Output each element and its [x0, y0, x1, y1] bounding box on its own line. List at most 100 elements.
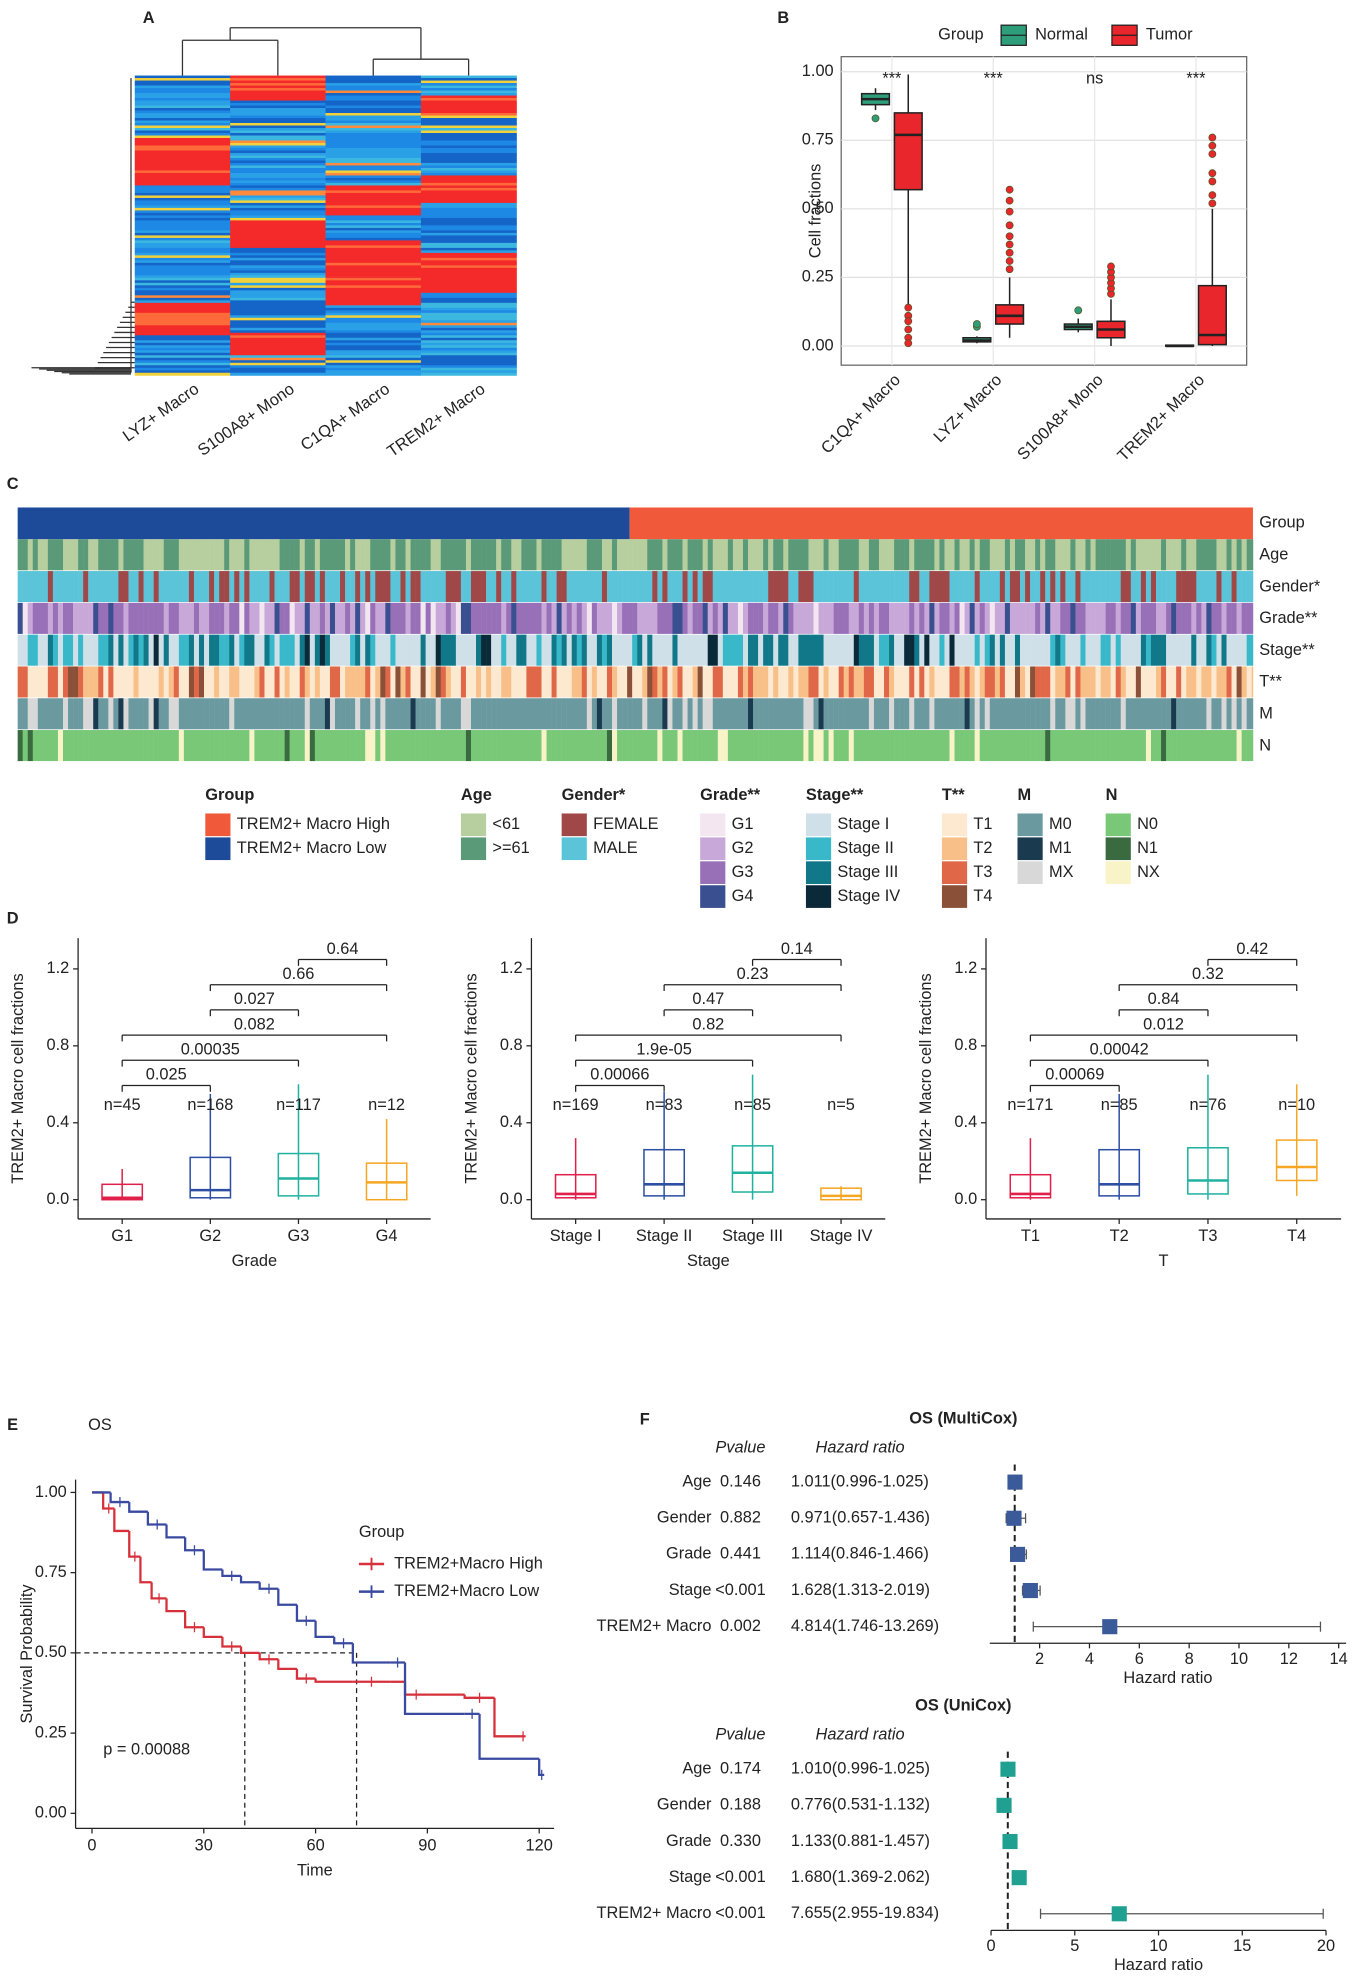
heatmap-cell: [230, 285, 327, 289]
heatmap-cell: [230, 225, 327, 229]
track-cell: [1161, 730, 1167, 762]
track-cell: [1040, 602, 1046, 634]
y-tick-label: 1.2: [47, 959, 70, 977]
hazard-point: [1000, 1761, 1016, 1777]
track-cell: [828, 730, 834, 762]
track-cell: [612, 666, 618, 698]
track-cell: [1080, 634, 1086, 666]
survival-step: [184, 1611, 204, 1629]
heatmap-cell: [325, 350, 422, 354]
track-cell: [586, 539, 593, 571]
track-cell: [606, 539, 613, 571]
track-cell: [702, 730, 708, 762]
x-tick-label: G3: [288, 1227, 310, 1245]
track-cell: [899, 666, 905, 698]
heatmap-cell: [230, 145, 327, 149]
track-cell: [889, 602, 895, 634]
heatmap-cell: [230, 128, 327, 132]
track-cell: [193, 539, 200, 571]
track-cell: [249, 571, 255, 603]
track-cell: [873, 634, 880, 666]
track-cell: [27, 698, 34, 730]
heatmap-cell: [325, 250, 422, 254]
hazard-point: [1009, 1546, 1026, 1562]
track-cell: [858, 698, 865, 730]
track-cell: [299, 666, 306, 698]
track-cell: [52, 730, 59, 762]
track-cell: [1055, 730, 1061, 762]
track-cell: [964, 730, 970, 762]
track-cell: [541, 602, 547, 634]
track-cell: [1196, 666, 1202, 698]
track-cell: [1075, 698, 1081, 730]
track-cell: [818, 539, 824, 571]
track-cell: [405, 730, 411, 762]
heatmap-cell: [134, 175, 231, 179]
heatmap-cell: [325, 105, 422, 109]
heatmap-cell: [134, 230, 231, 234]
heatmap-cell: [420, 108, 517, 112]
track-cell: [1085, 666, 1091, 698]
track-cell: [612, 571, 618, 603]
track-cell: [214, 666, 220, 698]
track-cell: [108, 571, 114, 603]
track-cell: [309, 571, 316, 603]
track-cell: [662, 698, 668, 730]
track-cell: [1211, 666, 1217, 698]
track-cell: [546, 634, 552, 666]
track-cell: [994, 730, 1001, 762]
heatmap-cell: [325, 235, 422, 239]
heatmap-cell: [134, 282, 231, 286]
heatmap-cell: [325, 240, 422, 244]
track-cell: [712, 730, 719, 762]
track-cell: [239, 539, 245, 571]
track-cell: [717, 571, 724, 603]
heatmap-cell: [325, 360, 422, 364]
track-cell: [1120, 634, 1127, 666]
track-cell: [1156, 634, 1162, 666]
track-cell: [868, 571, 875, 603]
track-cell: [1216, 539, 1222, 571]
track-cell: [163, 539, 170, 571]
track-cell: [153, 602, 159, 634]
track-cell: [345, 634, 351, 666]
heatmap-cell: [325, 297, 422, 301]
heatmap-cell: [230, 355, 327, 359]
heatmap-cell: [230, 205, 327, 209]
track-cell: [486, 666, 492, 698]
track-cell: [42, 539, 49, 571]
survival-step: [102, 1492, 115, 1510]
track-cell: [833, 571, 839, 603]
x-tick-label: C1QA+ Macro: [818, 371, 904, 457]
track-cell: [1246, 666, 1252, 698]
track-cell: [506, 571, 512, 603]
track-cell: [289, 634, 295, 666]
heatmap-cell: [420, 337, 517, 341]
track-cell: [506, 539, 512, 571]
track-cell: [37, 602, 44, 634]
track-cell: [1125, 634, 1132, 666]
track-cell: [1030, 730, 1036, 762]
x-tick-label: 5: [1070, 1937, 1079, 1955]
track-cell: [178, 666, 185, 698]
heatmap-cell: [230, 160, 327, 164]
track-cell: [596, 698, 603, 730]
track-cell: [108, 634, 114, 666]
track-cell: [677, 539, 683, 571]
track-cell: [1065, 730, 1071, 762]
heatmap-cell: [134, 90, 231, 94]
track-cell: [707, 666, 714, 698]
track-cell: [682, 698, 688, 730]
track-cell: [969, 698, 975, 730]
track-cell: [1055, 698, 1061, 730]
track-cell: [763, 666, 769, 698]
track-cell: [1095, 602, 1101, 634]
hazard-point: [1002, 1833, 1018, 1850]
track-cell: [1065, 634, 1071, 666]
track-cell: [612, 730, 618, 762]
track-cell: [596, 539, 603, 571]
track-cell: [455, 666, 462, 698]
heatmap-cell: [134, 167, 231, 171]
track-cell: [521, 698, 527, 730]
track-cell: [652, 698, 658, 730]
